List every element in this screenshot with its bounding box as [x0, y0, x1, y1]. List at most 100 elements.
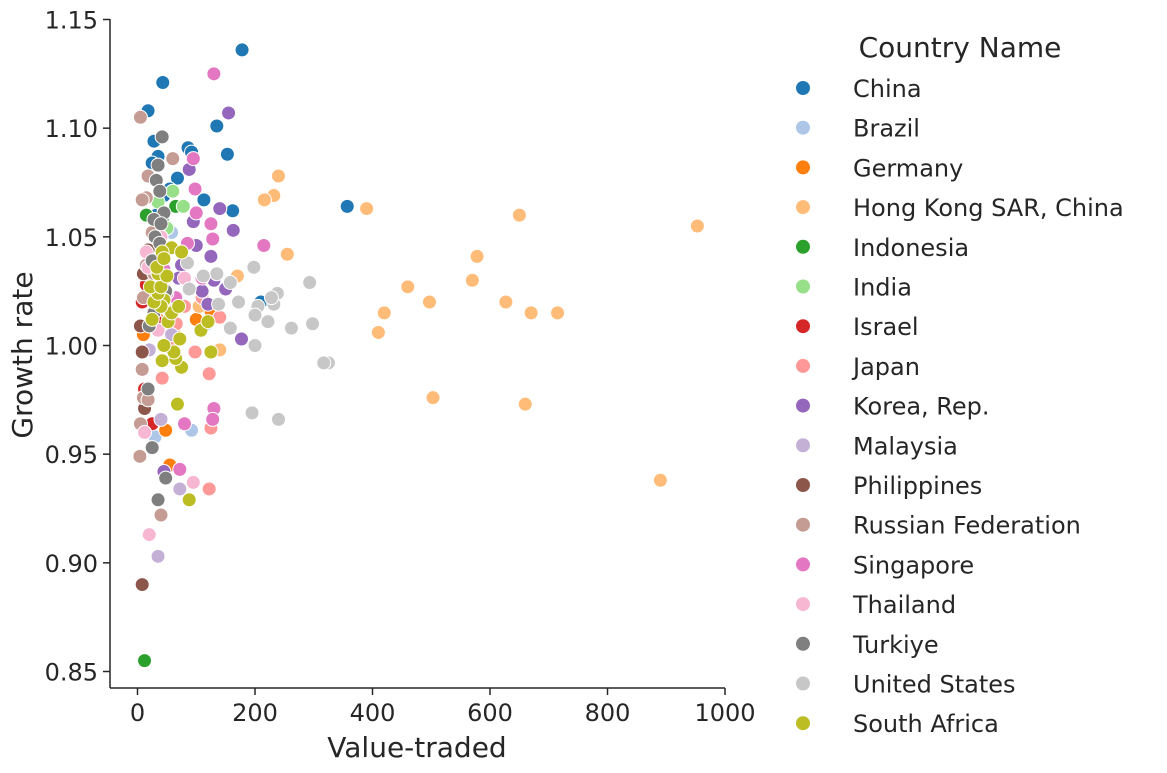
- data-point: [144, 311, 160, 327]
- data-point: [523, 305, 539, 321]
- data-point: [205, 231, 221, 247]
- legend-marker: [796, 636, 810, 651]
- data-point: [156, 338, 172, 353]
- data-point: [652, 472, 668, 488]
- data-point: [302, 274, 318, 290]
- data-point: [225, 222, 241, 238]
- data-point: [376, 305, 392, 321]
- legend-marker: [796, 239, 810, 254]
- data-point: [689, 218, 705, 234]
- data-point: [140, 381, 156, 397]
- legend-marker: [796, 438, 810, 453]
- data-point: [221, 105, 237, 121]
- data-point: [263, 290, 279, 306]
- data-point: [153, 507, 169, 523]
- data-point: [187, 344, 203, 360]
- points-layer: [132, 42, 705, 669]
- legend-marker: [796, 200, 810, 215]
- data-point: [469, 248, 485, 264]
- data-point: [201, 366, 217, 382]
- data-point: [209, 266, 225, 282]
- legend-label: Israel: [853, 313, 919, 341]
- legend-title: Country Name: [859, 31, 1062, 64]
- y-tick-label: 1.00: [45, 333, 98, 361]
- data-point: [209, 118, 225, 134]
- data-point: [203, 216, 219, 232]
- data-point: [517, 396, 533, 412]
- data-point: [137, 653, 153, 669]
- data-point: [316, 355, 332, 371]
- data-point: [211, 296, 227, 312]
- data-point: [185, 474, 201, 490]
- y-tick-label: 1.10: [45, 115, 98, 143]
- data-point: [134, 577, 150, 593]
- y-tick-label: 1.15: [45, 7, 98, 35]
- data-point: [158, 470, 174, 486]
- data-point: [225, 203, 241, 219]
- data-point: [132, 448, 148, 464]
- legend-label: Germany: [853, 154, 963, 182]
- x-tick-label: 600: [467, 699, 513, 727]
- data-point: [203, 248, 219, 264]
- axes: [109, 19, 725, 689]
- legend-label: Indonesia: [853, 234, 969, 262]
- data-point: [234, 42, 250, 58]
- data-point: [256, 192, 272, 208]
- y-tick-label: 1.05: [45, 224, 98, 252]
- data-point: [141, 527, 157, 543]
- legend-label: Thailand: [852, 591, 956, 619]
- legend-label: India: [853, 274, 912, 302]
- data-point: [155, 75, 171, 91]
- data-point: [185, 151, 201, 167]
- data-point: [134, 344, 150, 360]
- data-point: [212, 201, 228, 217]
- data-point: [132, 109, 148, 125]
- data-point: [194, 283, 210, 299]
- data-point: [511, 207, 527, 223]
- data-point: [188, 205, 204, 221]
- data-point: [165, 151, 181, 167]
- data-point: [196, 192, 212, 208]
- data-point: [260, 314, 276, 330]
- data-point: [152, 183, 168, 199]
- y-axis-label: Growth rate: [6, 271, 39, 438]
- data-point: [222, 320, 238, 336]
- data-point: [206, 66, 222, 82]
- legend-items: China Brazil Germany Hong Kong SAR, China In…: [796, 75, 1124, 738]
- legend-marker: [796, 517, 810, 532]
- legend-label: Malaysia: [853, 432, 958, 460]
- data-point: [201, 481, 217, 497]
- data-point: [174, 244, 190, 260]
- data-point: [247, 307, 263, 323]
- data-point: [137, 424, 153, 440]
- x-tick-label: 200: [232, 699, 278, 727]
- data-point: [339, 198, 355, 214]
- y-ticks: 0.85 0.90 0.95 1.00 1.05 1.10 1.15: [45, 7, 110, 687]
- data-point: [271, 168, 286, 184]
- data-point: [305, 316, 321, 332]
- legend-label: Korea, Rep.: [853, 393, 990, 421]
- legend-marker: [796, 358, 810, 373]
- x-tick-label: 1000: [694, 699, 755, 727]
- data-point: [464, 272, 480, 288]
- y-tick-label: 0.85: [45, 659, 98, 687]
- data-point: [159, 268, 175, 284]
- data-point: [498, 294, 514, 310]
- data-point: [370, 324, 386, 340]
- legend-marker: [796, 478, 810, 492]
- data-point: [154, 129, 170, 145]
- x-ticks: 0 200 400 600 800 1000: [130, 688, 756, 727]
- data-point: [279, 246, 295, 262]
- legend-label: Hong Kong SAR, China: [853, 194, 1124, 222]
- data-point: [175, 198, 191, 214]
- data-point: [154, 370, 170, 386]
- y-tick-label: 0.90: [45, 550, 98, 578]
- data-point: [156, 251, 172, 267]
- legend-marker: [796, 557, 810, 572]
- data-point: [172, 331, 188, 347]
- data-point: [256, 238, 272, 254]
- data-point: [359, 201, 375, 217]
- data-point: [172, 481, 188, 497]
- data-point: [177, 416, 192, 432]
